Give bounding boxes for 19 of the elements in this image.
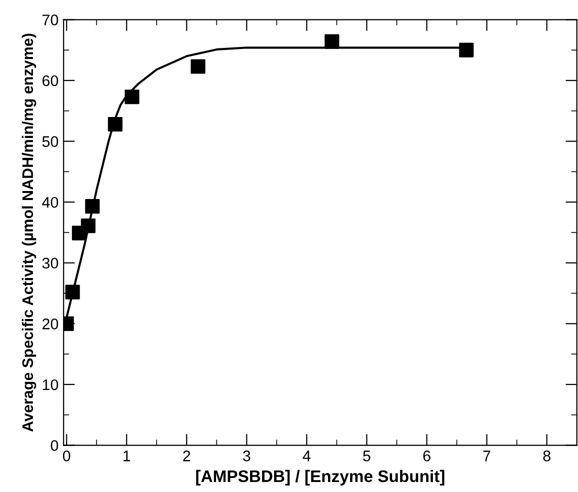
y-tick-label: 50: [42, 136, 58, 147]
y-tick-label: 0: [50, 440, 58, 451]
y-axis-title: Average Specific Activity (µmol NADH/min/mg enzyme): [22, 34, 36, 432]
x-tick-label: 7: [483, 450, 490, 462]
x-tick-label: 5: [363, 450, 370, 462]
y-tick-label: 60: [42, 75, 58, 86]
x-tick-label: 3: [243, 450, 250, 462]
x-axis-title: [AMPSBDB] / [Enzyme Subunit]: [196, 470, 444, 486]
x-tick-label: 0: [62, 450, 70, 462]
x-tick-label: 1: [124, 450, 130, 462]
y-tick-label: 30: [42, 258, 58, 269]
y-tick-label: 10: [42, 379, 58, 390]
x-tick-label: 8: [543, 450, 550, 462]
x-tick-label: 4: [302, 450, 311, 462]
y-tick-label: 20: [42, 318, 58, 330]
x-tick-label: 6: [423, 450, 430, 462]
x-tick-label: 2: [183, 450, 190, 462]
y-tick-label: 40: [42, 196, 58, 208]
y-tick-label: 70: [42, 14, 58, 26]
